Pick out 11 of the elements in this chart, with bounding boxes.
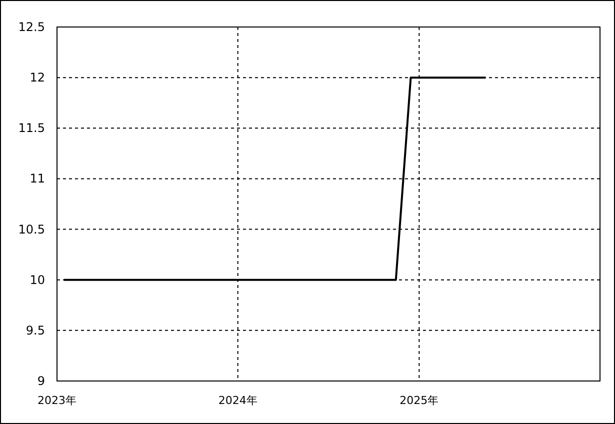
xtick: 2023年: [38, 394, 76, 407]
xtick: 2025年: [400, 394, 439, 407]
ytick: 10: [30, 272, 45, 287]
ytick: 11: [30, 172, 45, 186]
ytick: 12: [30, 70, 45, 85]
ytick: 11.5: [18, 121, 45, 136]
ytick: 10.5: [18, 222, 45, 236]
ytick: 9.5: [26, 323, 45, 338]
xtick: 2024年: [218, 394, 258, 407]
ytick: 12.5: [18, 20, 45, 34]
ytick: 9: [37, 374, 45, 388]
